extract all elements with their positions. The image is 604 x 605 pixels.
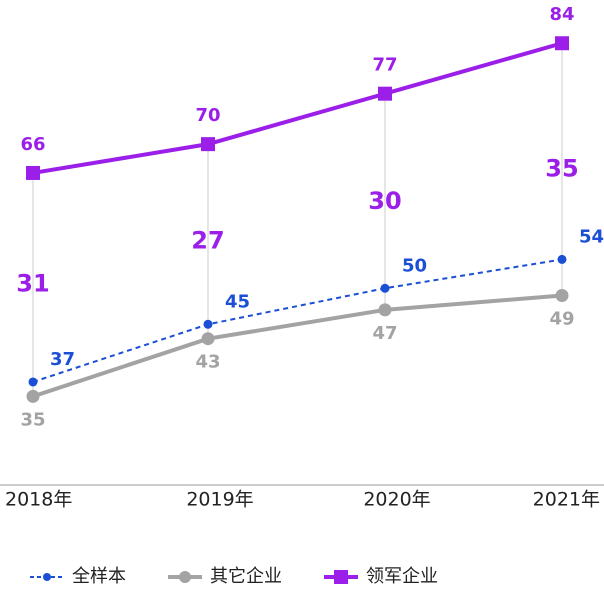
point bbox=[378, 303, 392, 317]
point bbox=[26, 165, 40, 180]
data-label: 77 bbox=[372, 55, 397, 76]
data-label: 66 bbox=[20, 134, 45, 155]
point bbox=[26, 389, 40, 403]
difference-label: 35 bbox=[545, 154, 578, 182]
x-tick-label: 2021年 bbox=[533, 489, 600, 511]
data-label: 35 bbox=[20, 409, 45, 430]
series-line bbox=[32, 41, 563, 175]
legend-marker bbox=[179, 571, 191, 583]
data-label: 84 bbox=[549, 4, 574, 25]
data-label: 50 bbox=[402, 255, 427, 276]
difference-label: 30 bbox=[368, 187, 401, 215]
difference-label: 31 bbox=[16, 270, 49, 298]
point bbox=[557, 254, 567, 264]
x-tick-label: 2018年 bbox=[5, 489, 72, 511]
point bbox=[555, 36, 569, 51]
data-label: 47 bbox=[372, 323, 397, 344]
series-line bbox=[32, 258, 563, 383]
point bbox=[203, 319, 213, 329]
point bbox=[555, 288, 569, 302]
point bbox=[201, 137, 215, 152]
legend-label: 领军企业 bbox=[366, 566, 438, 587]
data-label: 49 bbox=[549, 308, 574, 329]
legend-label: 全样本 bbox=[72, 566, 126, 587]
point bbox=[201, 332, 215, 346]
point bbox=[380, 283, 390, 293]
data-label: 70 bbox=[195, 105, 220, 126]
data-label: 45 bbox=[225, 291, 250, 312]
x-tick-label: 2019年 bbox=[186, 489, 253, 511]
data-label: 37 bbox=[50, 349, 75, 370]
series-line bbox=[32, 293, 563, 399]
data-label: 43 bbox=[195, 352, 220, 373]
legend-marker bbox=[43, 573, 51, 581]
point bbox=[28, 377, 38, 387]
x-tick-label: 2020年 bbox=[363, 489, 430, 511]
legend-label: 其它企业 bbox=[210, 566, 282, 587]
difference-label: 27 bbox=[191, 226, 224, 254]
point bbox=[378, 86, 392, 101]
legend-marker bbox=[334, 570, 348, 584]
data-label: 54 bbox=[579, 226, 604, 247]
